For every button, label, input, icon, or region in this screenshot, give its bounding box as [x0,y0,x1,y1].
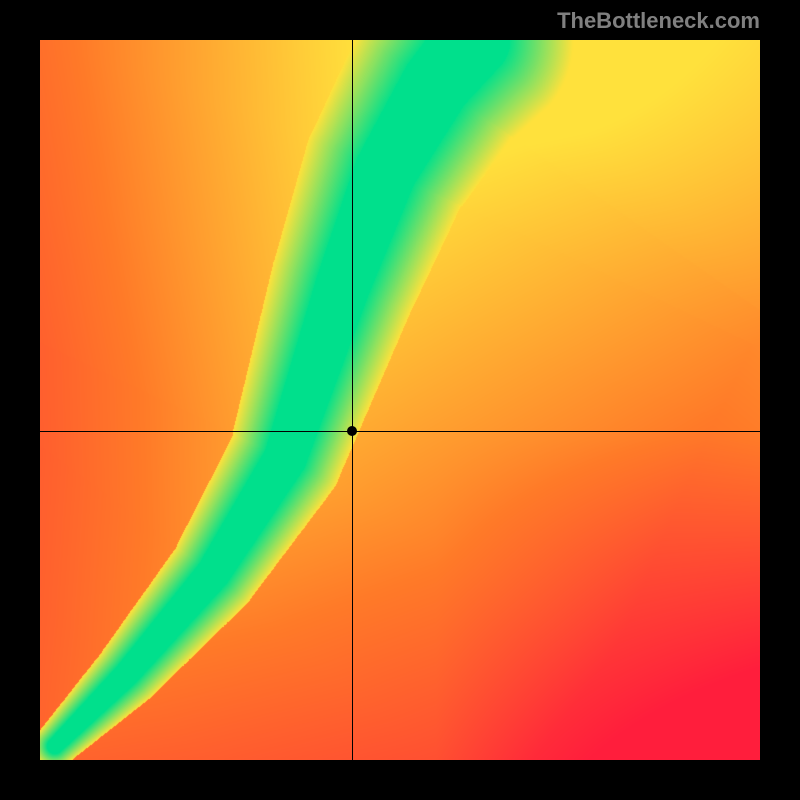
crosshair-horizontal [40,431,760,432]
selection-marker[interactable] [347,426,357,436]
watermark-text: TheBottleneck.com [557,8,760,34]
heatmap-canvas [40,40,760,760]
plot-area [40,40,760,760]
chart-container: TheBottleneck.com [0,0,800,800]
crosshair-vertical [352,40,353,760]
